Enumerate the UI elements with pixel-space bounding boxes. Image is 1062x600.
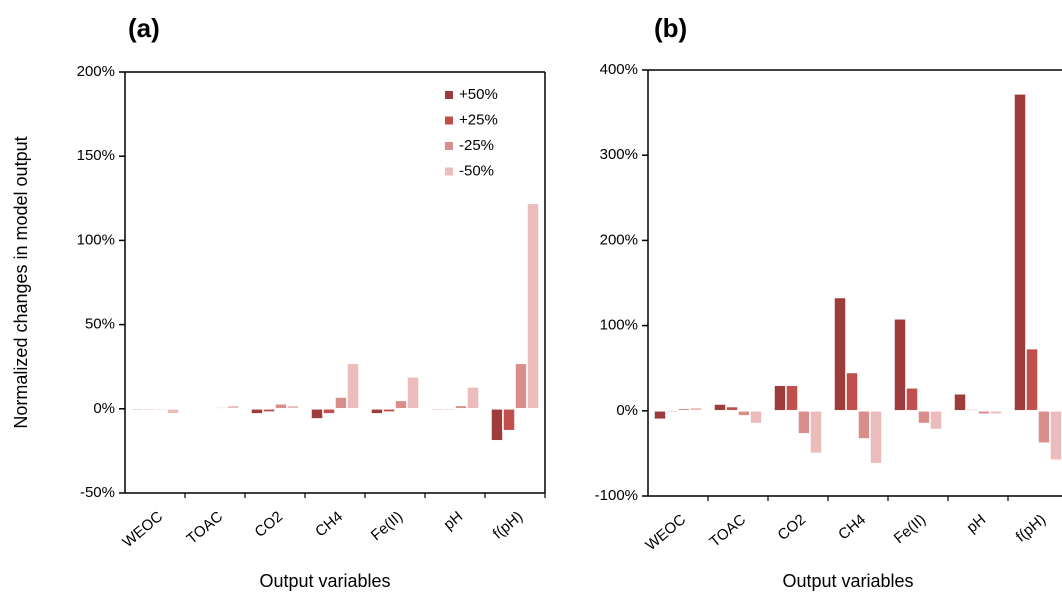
bar <box>130 408 144 412</box>
bar <box>809 410 823 455</box>
legend-swatch <box>445 116 453 125</box>
y-tick-label: 300% <box>600 146 638 163</box>
bar <box>466 386 480 410</box>
bar <box>286 404 300 410</box>
y-tick-label: 400% <box>600 61 638 78</box>
x-tick-label: f(pH) <box>490 508 526 542</box>
y-tick-label: 50% <box>85 316 115 333</box>
y-tick-label: 100% <box>600 317 638 334</box>
bar <box>514 362 528 410</box>
bar <box>725 405 739 412</box>
bar <box>665 410 679 414</box>
bar <box>406 376 420 410</box>
x-tick-label: Fe(II) <box>891 511 929 547</box>
bar <box>989 410 1003 415</box>
bar <box>857 410 871 440</box>
bar <box>166 408 180 415</box>
bar <box>154 408 168 412</box>
bar <box>1037 410 1051 444</box>
bar <box>190 408 204 411</box>
bar <box>869 410 883 465</box>
x-tick-label: CO2 <box>775 511 810 544</box>
bar <box>394 399 408 410</box>
legend-label: -50% <box>459 162 494 179</box>
bar <box>250 408 264 415</box>
bar <box>917 410 931 425</box>
bar <box>334 396 348 410</box>
bar <box>737 410 751 417</box>
panel-title: (b) <box>654 13 687 43</box>
bar <box>490 408 504 442</box>
bar <box>713 403 727 412</box>
panel-title: (a) <box>128 13 160 43</box>
bar <box>526 202 540 410</box>
y-tick-label: 200% <box>77 63 115 80</box>
bar <box>773 384 787 412</box>
x-tick-label: WEOC <box>119 508 166 551</box>
x-tick-label: CH4 <box>835 511 869 543</box>
x-axis-label: Output variables <box>782 571 913 591</box>
x-tick-label: CH4 <box>312 508 346 540</box>
bar <box>322 408 336 415</box>
bar <box>274 402 288 410</box>
bar <box>310 408 324 420</box>
y-tick-label: 0% <box>93 400 115 417</box>
x-tick-label: CO2 <box>252 508 287 541</box>
bar <box>1049 410 1062 461</box>
x-tick-label: WEOC <box>642 511 689 554</box>
bar <box>142 408 156 412</box>
legend-swatch <box>445 167 453 176</box>
bar <box>893 318 907 412</box>
bar <box>749 410 763 425</box>
x-tick-label: TOAC <box>706 511 749 551</box>
bar <box>346 362 360 410</box>
bar <box>454 404 468 410</box>
bar <box>953 393 967 412</box>
y-tick-label: 150% <box>77 147 115 164</box>
bar <box>382 408 396 413</box>
legend-label: +25% <box>459 111 498 128</box>
bar <box>677 407 691 412</box>
bar <box>226 404 240 410</box>
y-tick-label: 100% <box>77 231 115 248</box>
bar <box>929 410 943 431</box>
bar <box>653 410 667 421</box>
bar <box>689 406 703 412</box>
bar <box>202 408 216 411</box>
bar <box>214 406 228 410</box>
bar <box>442 408 456 412</box>
y-tick-label: -50% <box>80 484 115 501</box>
bar <box>785 384 799 412</box>
legend-label: -25% <box>459 137 494 154</box>
x-tick-label: pH <box>440 508 466 533</box>
bar <box>965 408 979 412</box>
x-tick-label: Fe(II) <box>368 508 406 544</box>
x-axis-label: Output variables <box>259 571 390 591</box>
bar <box>370 408 384 415</box>
bar <box>502 408 516 432</box>
bar <box>1013 93 1027 412</box>
legend-label: +50% <box>459 86 498 103</box>
bar <box>1025 347 1039 412</box>
x-tick-label: pH <box>963 511 989 536</box>
bar <box>845 371 859 412</box>
bar <box>833 296 847 412</box>
legend-swatch <box>445 142 453 150</box>
y-tick-label: 200% <box>600 231 638 248</box>
x-tick-label: f(pH) <box>1013 511 1049 545</box>
y-tick-label: 0% <box>616 402 638 419</box>
bar <box>977 410 991 415</box>
bar <box>430 408 444 412</box>
y-tick-label: -100% <box>595 487 638 504</box>
y-axis-label: Normalized changes in model output <box>11 136 31 428</box>
bar <box>797 410 811 435</box>
legend-swatch <box>445 91 453 99</box>
x-tick-label: TOAC <box>183 508 226 548</box>
bar <box>905 387 919 412</box>
bar <box>262 408 276 413</box>
